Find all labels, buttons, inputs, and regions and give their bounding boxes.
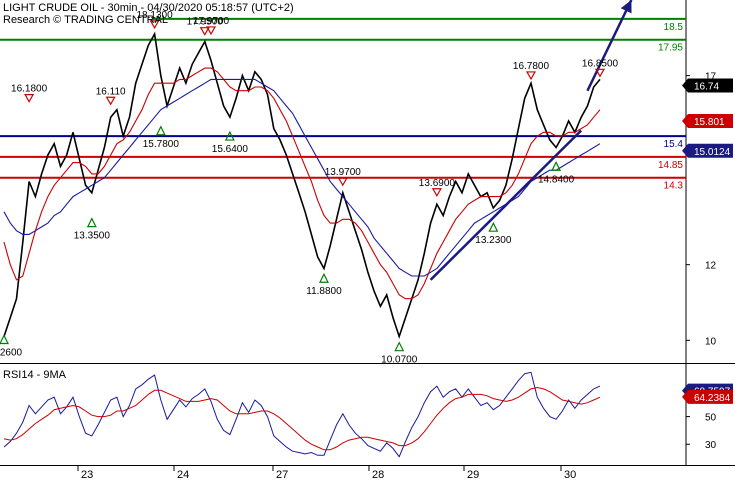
x-tick-label: 30 — [564, 469, 576, 480]
swing-low-marker — [155, 125, 166, 136]
swing-low-label: 15.6400 — [212, 144, 249, 155]
price-badge-label: 16.74 — [694, 81, 719, 92]
level-label: 15.4 — [664, 139, 684, 150]
x-tick-label: 28 — [372, 469, 384, 480]
swing-low-marker — [488, 221, 499, 232]
swing-high-label: 16.7800 — [513, 61, 550, 72]
chart-source: Research © TRADING CENTRAL — [3, 14, 168, 26]
swing-high-marker — [431, 188, 442, 197]
trend-group — [429, 0, 633, 281]
swing-high-marker — [337, 177, 348, 187]
swing-high-marker — [525, 71, 537, 81]
swing-low-label: 15.7800 — [143, 139, 180, 150]
rsi-y-tick-label: 50 — [705, 413, 717, 424]
x-axis: 23 24 27 28 29 30 — [77, 465, 576, 481]
series-price — [3, 31, 601, 340]
level-label: 14.3 — [664, 181, 684, 192]
swing-low-marker — [551, 160, 562, 171]
price-series-group — [3, 31, 601, 340]
rsi-series-rsi — [3, 371, 601, 458]
swing-low-marker — [318, 272, 329, 283]
rsi-series-rsi_ma — [3, 386, 601, 451]
swing-high-label: 16.8500 — [582, 58, 619, 69]
x-tick-label: 24 — [177, 469, 189, 480]
rsi-badge — [682, 389, 733, 404]
swing-high-marker — [205, 26, 217, 36]
swing-low-marker — [86, 217, 97, 228]
swing-high-label: 13.6900 — [419, 178, 456, 189]
x-tick-label: 27 — [276, 469, 288, 480]
swing-high-label: 16.110 — [96, 86, 126, 97]
y-tick-label: 17 — [705, 72, 717, 83]
swing-high-marker — [149, 20, 160, 30]
support-trendline — [429, 129, 583, 281]
level-label: 17.95 — [658, 43, 683, 54]
swing-low-marker — [0, 334, 9, 345]
y-tick-label: 10 — [705, 336, 717, 347]
price-badge — [682, 78, 733, 93]
x-tick-label: 29 — [467, 469, 479, 480]
rsi-panel-title: RSI14 - 9MA — [3, 369, 67, 381]
price-badges: 16.74 15.801 15.0124 — [682, 78, 733, 158]
price-badge-label: 15.0124 — [694, 147, 731, 158]
swing-low-label: 11.8800 — [306, 286, 342, 297]
price-badge — [682, 113, 733, 128]
swing-low-label: 14.8400 — [538, 174, 575, 185]
level-label: 18.5 — [664, 22, 684, 33]
swing-high-label: 17.9500 — [187, 17, 224, 28]
swing-low-label: 10.2600 — [0, 347, 23, 358]
trend-arrow-shaft — [586, 0, 633, 92]
trend-arrow-head — [620, 0, 632, 14]
rsi-badge-label: 64.2384 — [694, 393, 731, 404]
swing-high-marker — [105, 96, 116, 106]
swing-low-marker — [394, 341, 405, 352]
level-label: 14.85 — [658, 160, 683, 171]
swing-low-label: 13.3500 — [74, 231, 111, 242]
y-tick-label: 12 — [705, 261, 717, 272]
swing-low-marker — [224, 130, 235, 141]
swing-low-label: 10.0700 — [381, 355, 418, 366]
price-badge-label: 15.801 — [694, 117, 725, 128]
chart-title: LIGHT CRUDE OIL - 30min - 04/30/2020 05:… — [3, 2, 294, 14]
series-ma_slow — [3, 78, 601, 277]
swing-high-marker — [24, 94, 35, 103]
swing-high-label: 16.1800 — [11, 84, 48, 95]
swing-high-label: 17.9700 — [193, 16, 230, 27]
swing-high-marker — [594, 68, 606, 78]
swing-low-label: 13.2300 — [475, 235, 512, 246]
price-badge — [682, 143, 733, 158]
rsi-y-tick-label: 30 — [705, 440, 717, 451]
swing-high-label: 18.1300 — [136, 10, 173, 21]
swing-high-marker — [199, 27, 210, 36]
swing-high-label: 13.9700 — [325, 167, 362, 178]
series-ma_fast — [3, 67, 601, 300]
x-tick-label: 23 — [81, 469, 93, 480]
rsi-group: 305068.759764.2384 — [3, 371, 733, 458]
